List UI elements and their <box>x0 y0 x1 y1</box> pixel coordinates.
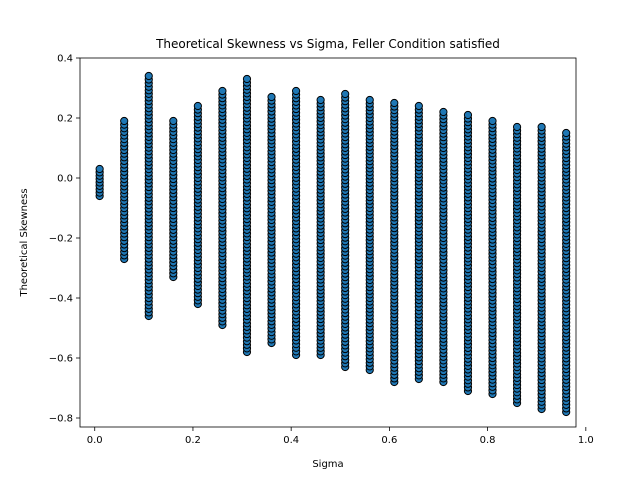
sigma-column-11 <box>365 95 374 375</box>
x-tick-label: 1.0 <box>578 435 594 446</box>
data-point <box>120 116 129 126</box>
y-tick-label: −0.6 <box>49 354 73 365</box>
data-point <box>95 164 104 174</box>
data-point <box>316 95 325 105</box>
x-tick-label: 0.2 <box>185 435 201 446</box>
x-axis-label: Sigma <box>312 459 343 470</box>
sigma-column-9 <box>316 95 325 360</box>
sigma-column-12 <box>390 98 399 387</box>
data-point <box>193 101 202 111</box>
data-point <box>488 116 497 126</box>
y-tick-label: −0.2 <box>49 234 73 245</box>
y-tick-label: −0.4 <box>49 294 73 305</box>
plot-background <box>80 58 576 427</box>
sigma-column-1 <box>120 116 129 264</box>
sigma-column-16 <box>488 116 497 399</box>
data-point <box>169 116 178 126</box>
sigma-column-2 <box>144 71 153 321</box>
y-tick-label: 0.4 <box>57 54 73 65</box>
sigma-column-4 <box>193 101 202 309</box>
sigma-column-14 <box>439 107 448 387</box>
y-tick-label: −0.8 <box>49 414 73 425</box>
y-tick-label: 0.2 <box>57 114 73 125</box>
sigma-column-0 <box>95 164 104 201</box>
x-axis: 0.0 0.2 0.4 0.6 0.8 1.0 <box>87 427 594 446</box>
data-point <box>242 74 252 84</box>
sigma-column-10 <box>341 89 350 372</box>
sigma-column-5 <box>218 86 227 330</box>
x-tick-label: 0.6 <box>381 435 397 446</box>
data-point <box>414 101 423 111</box>
sigma-column-7 <box>267 92 276 348</box>
plot-area <box>79 57 577 428</box>
sigma-column-8 <box>291 86 301 360</box>
x-tick-label: 0.4 <box>283 435 299 446</box>
sigma-column-15 <box>463 110 473 396</box>
data-point <box>291 86 301 96</box>
sigma-column-19 <box>562 128 571 417</box>
x-tick-label: 0.0 <box>87 435 103 446</box>
y-axis: −0.8 −0.6 −0.4 −0.2 0.0 0.2 0.4 <box>49 54 80 425</box>
x-tick-label: 0.8 <box>480 435 496 446</box>
sigma-column-3 <box>169 116 178 282</box>
data-point <box>365 95 374 105</box>
data-point <box>512 122 522 132</box>
y-axis-label: Theoretical Skewness <box>19 188 30 297</box>
y-tick-label: 0.0 <box>57 174 73 185</box>
data-point <box>144 71 153 81</box>
data-point <box>537 122 546 132</box>
sigma-column-13 <box>414 101 423 384</box>
data-point <box>562 128 571 138</box>
plot-frame <box>79 57 577 428</box>
data-points <box>95 71 571 417</box>
sigma-column-6 <box>242 74 252 357</box>
data-point <box>218 86 227 96</box>
data-point <box>390 98 399 108</box>
data-point <box>463 110 473 120</box>
sigma-column-18 <box>537 122 546 414</box>
data-point <box>439 107 448 117</box>
data-point <box>341 89 350 99</box>
data-point <box>267 92 276 102</box>
sigma-column-17 <box>512 122 522 408</box>
chart-title: Theoretical Skewness vs Sigma, Feller Co… <box>155 37 500 51</box>
